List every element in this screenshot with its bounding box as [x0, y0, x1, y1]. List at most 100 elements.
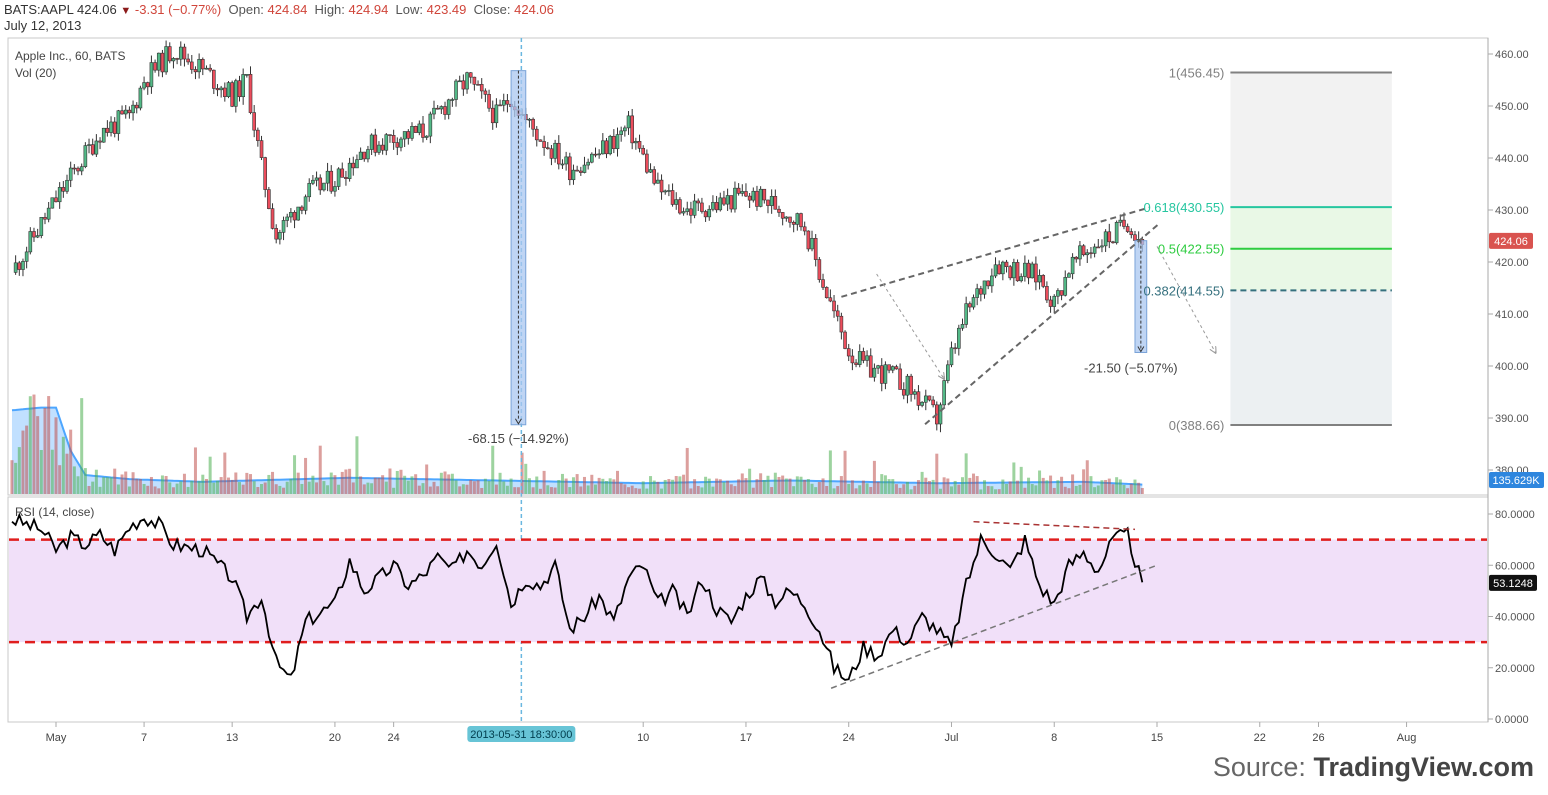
volume-bar	[693, 479, 697, 494]
volume-last-marker	[1489, 472, 1544, 488]
volume-bar	[740, 473, 744, 494]
candle-body	[278, 232, 282, 240]
candle-body	[586, 161, 590, 166]
candle-body	[784, 216, 789, 219]
candle-body	[579, 170, 583, 173]
volume-bar	[461, 484, 465, 494]
volume-bar	[168, 482, 172, 494]
candle-body	[824, 287, 829, 299]
candle-body	[171, 58, 176, 62]
candle-body	[780, 212, 785, 219]
rsi-tick-label: 20.0000	[1495, 663, 1535, 675]
volume-bar	[10, 460, 14, 494]
measure-arrow-icon	[514, 418, 522, 425]
candle-body	[197, 59, 201, 73]
candle-body	[1008, 266, 1013, 279]
volume-bar	[854, 488, 858, 494]
candle-body	[156, 52, 161, 71]
candle-body	[1118, 219, 1123, 223]
candle-body	[112, 121, 117, 134]
volume-bar	[1045, 480, 1049, 494]
rsi-tick-label: 0.0000	[1495, 714, 1529, 726]
volume-bar	[458, 486, 462, 494]
rsi-legend[interactable]: RSI (14, close)	[15, 505, 94, 519]
volume-bar	[1082, 469, 1086, 494]
axes-layer: 460.00 450.00 440.00 430.00 420.00 410.00 400.…	[46, 38, 1544, 744]
candle-body	[707, 208, 712, 218]
candle-body	[670, 190, 675, 205]
candle-body	[17, 262, 22, 270]
candle-body	[590, 153, 594, 163]
volume-bar	[370, 483, 374, 494]
candle-body	[755, 190, 759, 207]
candle-body	[964, 303, 968, 325]
price-pane[interactable]: -68.15 (−14.92%) -21.50 (−5.07%) 1(456.45)…	[7, 37, 1489, 722]
candle-body	[968, 303, 972, 308]
volume-bar	[94, 469, 98, 494]
volume-bar	[39, 449, 43, 494]
candle-body	[957, 327, 961, 349]
volume-bar	[54, 417, 58, 494]
volume-bar	[891, 479, 895, 494]
crosshair-date-label: 2013-05-31 18:30:00	[470, 729, 572, 741]
volume-bar	[406, 480, 410, 494]
candle-body	[443, 106, 447, 115]
volume-legend[interactable]: Vol (20)	[15, 66, 56, 80]
volume-bar	[737, 479, 741, 494]
candle-body	[219, 87, 223, 91]
candle-body	[186, 58, 190, 63]
high-value: 424.94	[348, 2, 389, 17]
volume-bar	[395, 470, 399, 494]
volume-bar	[307, 481, 311, 494]
candle-body	[487, 94, 491, 109]
volume-bar	[931, 479, 935, 494]
volume-bar	[278, 485, 282, 494]
volume-bar	[428, 486, 432, 494]
candle-body	[204, 67, 209, 70]
candle-body	[593, 153, 598, 156]
volume-bar	[1023, 487, 1027, 494]
volume-bar	[366, 482, 370, 494]
candle-body	[865, 355, 869, 361]
candle-body	[1067, 273, 1071, 278]
volume-bar	[531, 487, 535, 494]
volume-bar	[795, 476, 799, 494]
date-tick-label: Aug	[1397, 732, 1417, 744]
candle-body	[410, 126, 414, 139]
candle-body	[54, 197, 58, 203]
price-tick-label: 450.00	[1495, 101, 1529, 113]
volume-bar	[399, 469, 403, 494]
candle-body	[76, 167, 80, 172]
volume-bar	[465, 484, 469, 494]
main-series-legend[interactable]: Apple Inc., 60, BATS	[15, 49, 126, 63]
candle-body	[153, 62, 157, 71]
candle-body	[149, 62, 154, 88]
candle-body	[13, 262, 18, 273]
candle-body	[465, 72, 469, 90]
volume-bar	[285, 481, 289, 494]
volume-bar	[630, 485, 634, 494]
source-brand: TradingView.com	[1313, 752, 1534, 782]
candle-body	[883, 364, 888, 384]
volume-bar	[571, 477, 575, 494]
volume-bar	[61, 436, 65, 494]
volume-bar	[171, 487, 175, 494]
last-price-label: 424.06	[1494, 236, 1528, 248]
candle-body	[296, 206, 301, 221]
volume-bar	[850, 480, 854, 494]
volume-bar	[605, 481, 608, 494]
low-label: Low:	[395, 2, 423, 17]
candle-body	[476, 84, 480, 86]
volume-bar	[575, 474, 579, 494]
volume-bar	[990, 486, 994, 494]
candle-body	[718, 197, 723, 211]
candle-body	[208, 67, 212, 71]
volume-bar	[623, 484, 627, 494]
volume-bar	[817, 482, 821, 494]
rsi-pane[interactable]	[7, 496, 1489, 723]
rsi-value-marker	[1489, 574, 1537, 591]
volume-bar	[663, 479, 667, 494]
candle-body	[762, 188, 767, 201]
volume-bar	[223, 452, 227, 494]
